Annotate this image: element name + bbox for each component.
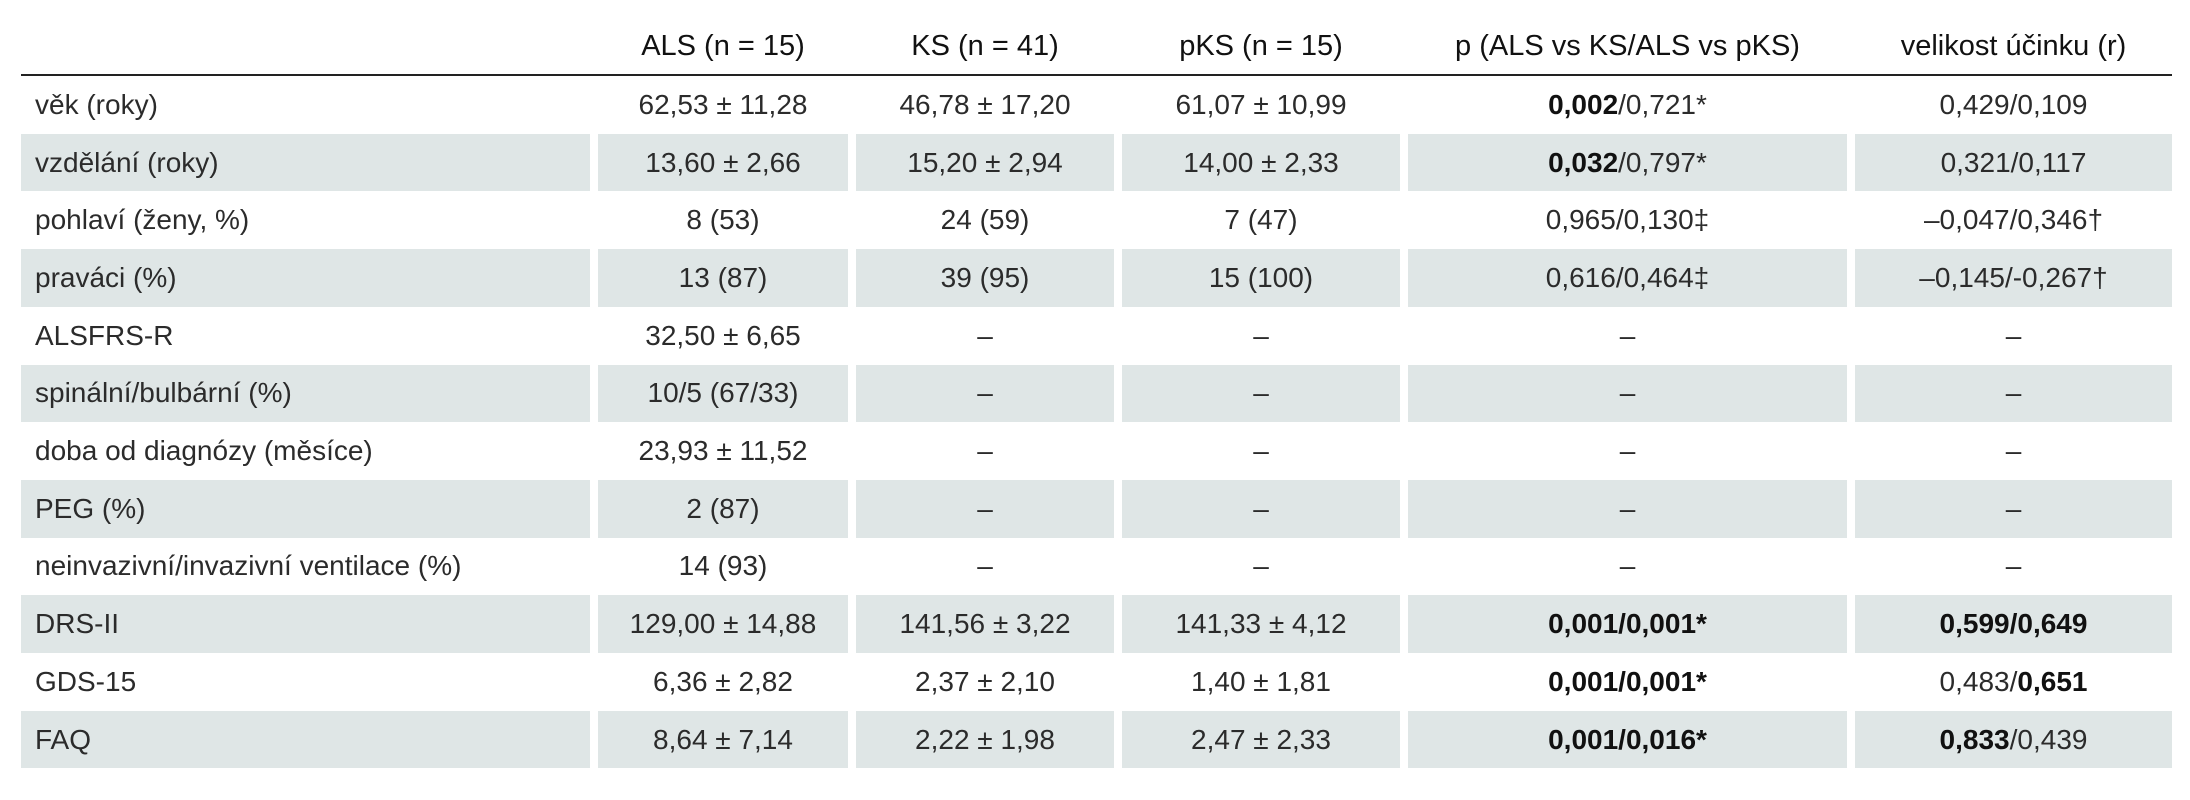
cell: 141,33 ± 4,12 — [1122, 595, 1400, 653]
row-label: GDS-15 — [35, 665, 137, 697]
cell: 24 (59) — [940, 204, 1030, 236]
cell: 6,36 ± 2,82 — [653, 665, 793, 697]
cell: 0,599/0,649 — [1855, 595, 2172, 653]
cell: 8 (53) — [686, 204, 760, 236]
cell: 141,56 ± 3,22 — [856, 595, 1114, 653]
cell: 0,833/0,439 — [1855, 710, 2172, 769]
row-label: ALSFRS-R — [35, 319, 174, 351]
text-part: 0,833 — [1939, 723, 2010, 755]
cell: – — [2005, 319, 2022, 351]
cell: 39 (95) — [856, 249, 1114, 307]
cell: – — [1122, 364, 1400, 423]
cell: 46,78 ± 17,20 — [899, 88, 1071, 120]
text-part: /0,439 — [2009, 723, 2088, 755]
header-cell: velikost účinku (r) — [1900, 30, 2127, 62]
cell: 0,321/0,117 — [1855, 133, 2172, 192]
text-part: 0,032 — [1548, 146, 1619, 178]
cell: 0,001/0,016* — [1408, 710, 1847, 769]
cell: – — [1253, 435, 1269, 467]
cell: 0,965/0,130‡ — [1545, 204, 1710, 236]
header-cell: p (ALS vs KS/ALS vs pKS) — [1455, 30, 1800, 62]
cell: 1,40 ± 1,81 — [1191, 665, 1331, 697]
row-label: doba od diagnózy (měsíce) — [35, 435, 373, 467]
header-rule — [21, 74, 2172, 76]
text-part: 0,001/0,016* — [1548, 723, 1707, 755]
cell: – — [1855, 364, 2172, 423]
cell: – — [856, 364, 1114, 423]
cell: 13 (87) — [598, 249, 848, 307]
text-part: 0,002 — [1548, 88, 1619, 120]
cell: 0,429/0,109 — [1939, 88, 2088, 120]
cell: 2,22 ± 1,98 — [856, 710, 1114, 769]
cell: 23,93 ± 11,52 — [638, 435, 808, 467]
text-part: 0,483/ — [1939, 665, 2018, 697]
header-cell: ALS (n = 15) — [641, 30, 805, 62]
cell: – — [1855, 479, 2172, 538]
cell: 0,483/0,651 — [1855, 653, 2172, 711]
row-label: věk (roky) — [35, 88, 158, 120]
header-cell — [21, 0, 590, 73]
text-part: /0,797* — [1618, 146, 1707, 178]
cell: – — [1619, 319, 1636, 351]
row-label: FAQ — [21, 710, 590, 769]
cell: 32,50 ± 6,65 — [645, 319, 801, 351]
cell: 2 (87) — [598, 479, 848, 538]
cell: 2,47 ± 2,33 — [1122, 710, 1400, 769]
cell: – — [1122, 479, 1400, 538]
cell: – — [2005, 550, 2022, 582]
row-label: neinvazivní/invazivní ventilace (%) — [35, 550, 462, 582]
header-cell: KS (n = 41) — [911, 30, 1059, 62]
cell: – — [1408, 364, 1847, 423]
cell: 0,001/0,001* — [1408, 595, 1847, 653]
cell: 0,032/0,797* — [1408, 133, 1847, 192]
cell: –0,047/0,346† — [1923, 204, 2104, 236]
cell: 0,001/0,001* — [1408, 653, 1847, 711]
cell: 14 (93) — [678, 550, 768, 582]
cell: –0,145/-0,267† — [1855, 249, 2172, 307]
text-part: 0,651 — [2017, 665, 2088, 697]
row-label: vzdělání (roky) — [21, 133, 590, 192]
cell: – — [1619, 550, 1636, 582]
cell: 0,616/0,464‡ — [1408, 249, 1847, 307]
cell: 10/5 (67/33) — [598, 364, 848, 423]
cell: – — [1408, 479, 1847, 538]
row-label: pohlaví (ženy, %) — [35, 204, 250, 236]
cell: – — [2005, 435, 2022, 467]
cell: 62,53 ± 11,28 — [638, 88, 808, 120]
cell: 13,60 ± 2,66 — [598, 133, 848, 192]
cell: 8,64 ± 7,14 — [598, 710, 848, 769]
cell: – — [856, 479, 1114, 538]
cell: – — [977, 319, 993, 351]
cell: – — [1619, 435, 1636, 467]
cell: – — [1253, 319, 1269, 351]
row-label: spinální/bulbární (%) — [21, 364, 590, 423]
cell: 14,00 ± 2,33 — [1122, 133, 1400, 192]
text-part: 0,599/0,649 — [1939, 608, 2088, 640]
text-part: 0,001/0,001* — [1548, 608, 1707, 640]
cell: 129,00 ± 14,88 — [598, 595, 848, 653]
cell: 61,07 ± 10,99 — [1175, 88, 1347, 120]
cell: 2,37 ± 2,10 — [915, 665, 1055, 697]
text-part: /0,721* — [1618, 88, 1707, 120]
header-cell: pKS (n = 15) — [1179, 30, 1343, 62]
cell: 7 (47) — [1224, 204, 1298, 236]
row-label: PEG (%) — [21, 479, 590, 538]
cell: – — [1253, 550, 1269, 582]
cell: – — [977, 550, 993, 582]
cell: – — [977, 435, 993, 467]
cell: 15 (100) — [1122, 249, 1400, 307]
row-label: praváci (%) — [21, 249, 590, 307]
text-part: 0,001/0,001* — [1548, 665, 1707, 697]
cell: 0,002/0,721* — [1408, 76, 1847, 134]
cell: 15,20 ± 2,94 — [856, 133, 1114, 192]
row-label: DRS-II — [21, 595, 590, 653]
